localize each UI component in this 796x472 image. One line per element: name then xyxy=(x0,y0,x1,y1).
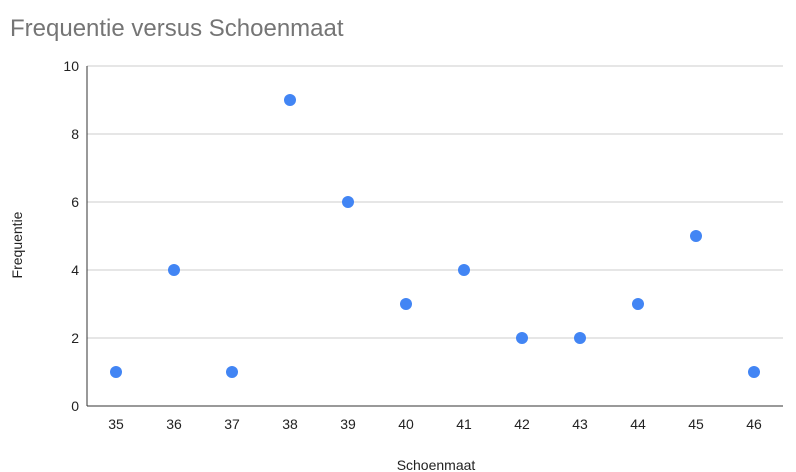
x-axis-label: Schoenmaat xyxy=(397,457,476,472)
x-tick-label: 40 xyxy=(398,416,414,432)
data-point xyxy=(632,298,644,310)
x-tick-label: 35 xyxy=(108,416,124,432)
y-tick-label: 2 xyxy=(71,330,79,346)
data-point xyxy=(574,332,586,344)
y-tick-label: 4 xyxy=(71,262,79,278)
point-layer xyxy=(110,94,760,378)
y-tick-label: 10 xyxy=(63,58,79,74)
data-point xyxy=(400,298,412,310)
x-tick-label: 42 xyxy=(514,416,530,432)
x-tick-label: 41 xyxy=(456,416,472,432)
data-point xyxy=(690,230,702,242)
data-point xyxy=(226,366,238,378)
data-point xyxy=(110,366,122,378)
y-tick-label: 8 xyxy=(71,126,79,142)
y-tick-layer: 0 2 4 6 8 10 xyxy=(63,58,79,414)
data-point xyxy=(748,366,760,378)
x-tick-label: 39 xyxy=(340,416,356,432)
data-point xyxy=(516,332,528,344)
y-axis-label: Frequentie xyxy=(9,211,25,278)
x-tick-label: 46 xyxy=(746,416,762,432)
data-point xyxy=(168,264,180,276)
x-tick-label: 44 xyxy=(630,416,646,432)
axis-layer xyxy=(86,66,783,407)
x-tick-layer: 35 36 37 38 39 40 41 42 43 44 45 46 xyxy=(108,416,762,432)
data-point xyxy=(458,264,470,276)
x-tick-label: 37 xyxy=(224,416,240,432)
x-tick-label: 36 xyxy=(166,416,182,432)
x-tick-label: 38 xyxy=(282,416,298,432)
data-point xyxy=(284,94,296,106)
x-tick-label: 45 xyxy=(688,416,704,432)
y-tick-label: 0 xyxy=(71,398,79,414)
data-point xyxy=(342,196,354,208)
y-tick-label: 6 xyxy=(71,194,79,210)
chart-title: Frequentie versus Schoenmaat xyxy=(10,15,344,42)
grid-layer xyxy=(87,65,783,339)
x-tick-label: 43 xyxy=(572,416,588,432)
